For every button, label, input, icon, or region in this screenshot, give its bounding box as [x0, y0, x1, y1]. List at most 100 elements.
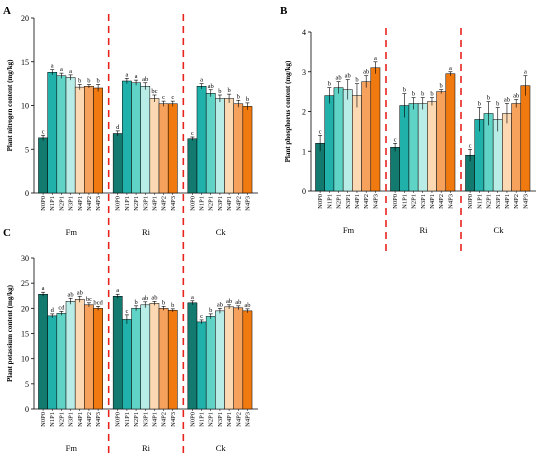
group-label: Ri [142, 443, 151, 453]
significance-letter: b [430, 91, 433, 98]
bar [74, 299, 85, 410]
bar [233, 307, 244, 410]
significance-letter: b [171, 302, 174, 309]
significance-letter: c [191, 130, 194, 137]
x-tick-label: N1P1 [326, 194, 333, 209]
bar [205, 93, 216, 194]
x-tick-label: N4P1 [151, 196, 158, 211]
significance-letter: d [51, 307, 55, 314]
x-tick-label: N2P1 [58, 196, 65, 211]
bar [417, 103, 428, 192]
significance-letter: c [394, 136, 397, 143]
x-tick-label: N4P3 [170, 196, 177, 211]
bar [242, 310, 253, 410]
bar [205, 316, 216, 410]
group-label: Fm [343, 225, 355, 235]
bar [196, 321, 207, 410]
x-tick-label: N4P2 [363, 194, 370, 209]
x-tick-label: N0P0 [317, 194, 324, 209]
significance-letter: ab [68, 291, 74, 298]
significance-letter: ab [363, 69, 369, 76]
significance-letter: c [200, 313, 203, 320]
bar [158, 103, 169, 194]
bar [47, 72, 58, 194]
significance-letter: bc [151, 88, 157, 95]
y-tick-label: 0 [302, 187, 306, 196]
group-label: Ri [142, 227, 151, 237]
x-tick-label: N4P2 [513, 194, 520, 209]
group-label: Ck [216, 443, 227, 453]
significance-letter: a [135, 73, 138, 80]
x-tick-label: N2P1 [133, 412, 140, 427]
x-tick-label: N0P0 [115, 196, 122, 211]
y-tick-label: 10 [21, 102, 29, 111]
x-tick-label: N4P3 [244, 412, 251, 427]
x-tick-label: N3P1 [142, 412, 149, 427]
bar [149, 98, 160, 194]
bar [196, 86, 207, 194]
x-tick-label: N0P0 [115, 412, 122, 427]
y-axis-title: Plant potassium content (mg/kg) [6, 284, 14, 382]
significance-letter: b [78, 78, 81, 85]
significance-letter: a [524, 69, 527, 76]
group-label: Ck [216, 227, 227, 237]
panel-letter: A [3, 5, 11, 17]
x-tick-label: N4P2 [161, 412, 168, 427]
bar [436, 91, 447, 192]
significance-letter: b [162, 299, 165, 306]
x-tick-label: N0P0 [40, 196, 47, 211]
panel-letter: C [3, 227, 11, 239]
significance-letter: ab [345, 73, 351, 80]
group-label: Fm [66, 443, 78, 453]
group-label: Fm [66, 227, 78, 237]
significance-letter: ab [226, 298, 232, 305]
bar [399, 105, 410, 192]
bar [112, 133, 123, 194]
bar [390, 147, 400, 192]
x-tick-label: N2P1 [336, 194, 343, 209]
bar [242, 106, 253, 194]
significance-letter: c [42, 128, 45, 135]
y-tick-label: 30 [21, 254, 29, 263]
significance-letter: c [319, 128, 322, 135]
x-tick-label: N4P2 [86, 196, 93, 211]
significance-letter: ab [208, 83, 214, 90]
y-tick-label: 15 [21, 58, 29, 67]
significance-letter: ab [335, 75, 341, 82]
bar [215, 98, 225, 194]
x-tick-label: N1P1 [476, 194, 483, 209]
x-tick-label: N1P1 [124, 412, 131, 427]
x-tick-label: N1P1 [401, 194, 408, 209]
significance-letter: a [60, 66, 63, 73]
x-tick-label: N4P1 [429, 194, 436, 209]
significance-letter: ab [217, 301, 223, 308]
significance-letter: b [134, 299, 137, 306]
bar [502, 113, 512, 192]
bar [167, 103, 178, 194]
significance-letter: c [469, 142, 472, 149]
bar [224, 306, 234, 410]
y-tick-label: 0 [25, 189, 29, 198]
x-tick-label: N3P1 [217, 196, 224, 211]
significance-letter: a [116, 287, 119, 294]
significance-letter: c [162, 94, 165, 101]
significance-letter: a [51, 63, 54, 70]
significance-letter: b [496, 101, 499, 108]
y-tick-label: 0 [25, 405, 29, 414]
significance-letter: ab [77, 289, 83, 296]
bar [56, 313, 67, 410]
bar [167, 310, 178, 410]
significance-letter: b [478, 101, 481, 108]
significance-letter: ab [513, 93, 519, 100]
bar [140, 86, 151, 194]
bar [93, 87, 103, 194]
x-tick-label: N0P0 [40, 412, 47, 427]
bar [65, 77, 76, 194]
significance-letter: bc [86, 296, 92, 303]
y-tick-label: 20 [21, 14, 29, 23]
significance-letter: ab [244, 302, 250, 309]
significance-letter: a [374, 55, 377, 62]
bar [93, 308, 103, 410]
x-tick-label: N4P3 [522, 194, 529, 209]
